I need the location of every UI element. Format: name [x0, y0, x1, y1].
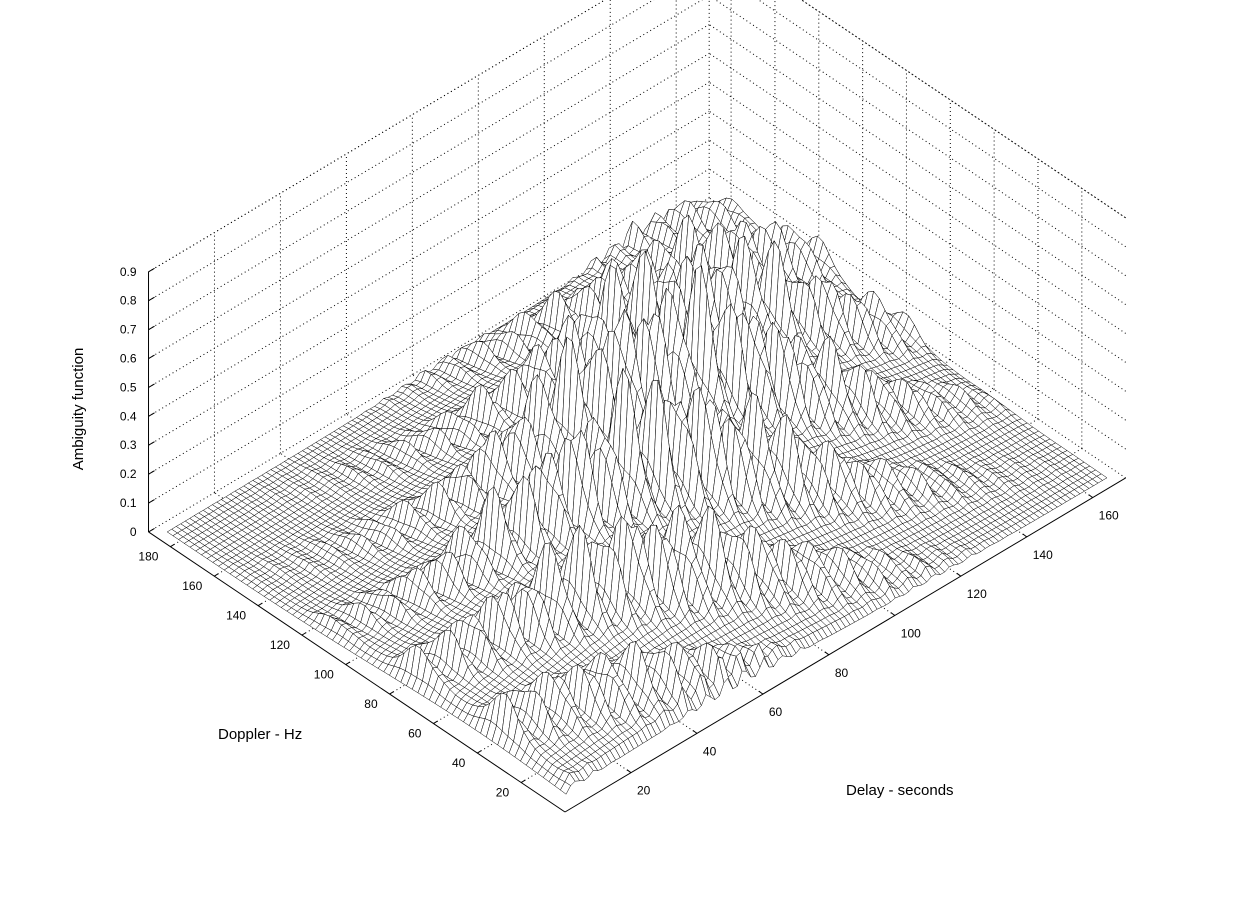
grid-line	[148, 110, 710, 446]
surface-mesh	[166, 197, 1108, 795]
grid-line	[148, 24, 710, 359]
grid-line	[757, 0, 1126, 248]
grid-line	[148, 0, 655, 302]
grid-line	[148, 0, 703, 331]
box-edge	[148, 0, 606, 273]
grid-line	[148, 168, 710, 504]
grid-line	[148, 139, 710, 475]
grid-line	[148, 0, 606, 273]
grid-line	[148, 197, 710, 533]
grid-line	[148, 52, 710, 388]
box-edge	[800, 0, 1126, 219]
grid-line	[800, 0, 1126, 219]
grid-line	[148, 81, 710, 417]
